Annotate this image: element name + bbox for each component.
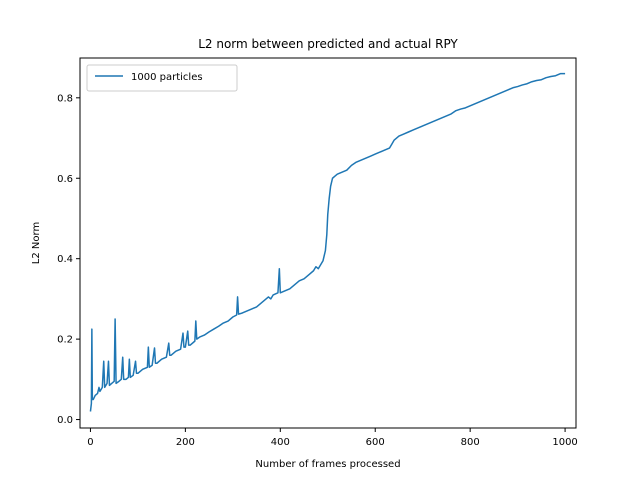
x-tick-label: 800 bbox=[461, 437, 480, 448]
x-tick-label: 600 bbox=[366, 437, 385, 448]
y-axis-ticks: 0.0 0.2 0.4 0.6 0.8 bbox=[57, 93, 80, 426]
y-tick-label: 0.4 bbox=[57, 254, 73, 265]
x-tick-label: 0 bbox=[87, 437, 93, 448]
y-tick-label: 0.2 bbox=[57, 335, 73, 346]
legend-box bbox=[86, 64, 238, 92]
y-axis-label: L2 Norm bbox=[31, 222, 42, 264]
y-tick-label: 0.0 bbox=[57, 415, 73, 426]
y-tick-label: 0.8 bbox=[57, 93, 73, 104]
y-tick-label: 0.6 bbox=[57, 174, 73, 185]
legend: 1000 particles bbox=[86, 64, 238, 92]
x-axis-label: Number of frames processed bbox=[255, 459, 400, 470]
series-line-0 bbox=[89, 72, 566, 412]
x-tick-label: 200 bbox=[176, 437, 195, 448]
plot-area bbox=[79, 57, 577, 429]
x-axis-ticks: 0 200 400 600 800 1000 bbox=[87, 428, 578, 448]
axes-frame bbox=[79, 57, 577, 429]
chart-title: L2 norm between predicted and actual RPY bbox=[198, 37, 458, 51]
x-tick-label: 400 bbox=[271, 437, 290, 448]
legend-entry-label: 1000 particles bbox=[131, 72, 203, 83]
series-layer bbox=[89, 72, 566, 412]
x-tick-label: 1000 bbox=[552, 437, 577, 448]
